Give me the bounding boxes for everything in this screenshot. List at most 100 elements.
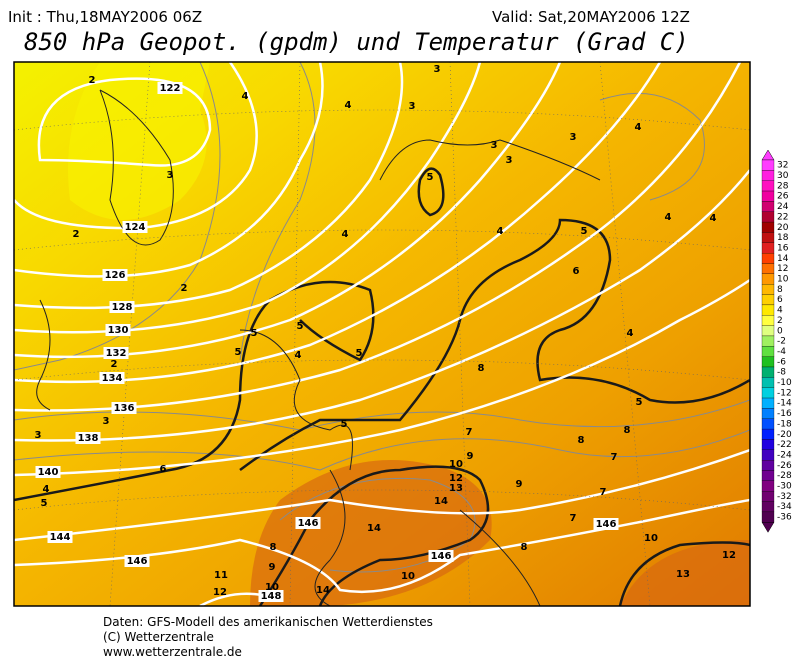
- contour-label: 3: [570, 132, 577, 143]
- colorbar-label: -36: [777, 513, 792, 523]
- contour-label: 12: [722, 550, 736, 561]
- colorbar-label: -4: [777, 347, 786, 357]
- contour-label: 5: [356, 348, 363, 359]
- contour-label: 3: [167, 170, 174, 181]
- colorbar-swatch: [761, 511, 775, 523]
- colorbar-swatch: [761, 221, 775, 233]
- contour-label: 2: [73, 229, 80, 240]
- contour-label: 126: [105, 270, 126, 281]
- contour-label: 122: [160, 83, 181, 94]
- contour-label: 2: [181, 283, 188, 294]
- contour-label: 9: [269, 562, 276, 573]
- colorbar-swatch: [761, 491, 775, 502]
- contour-label: 3: [35, 430, 42, 441]
- colorbar-label: 12: [777, 264, 788, 274]
- contour-label: 3: [491, 140, 498, 151]
- colorbar-swatch: [761, 418, 775, 430]
- contour-label: 4: [627, 328, 634, 339]
- colorbar-label: -12: [777, 388, 792, 398]
- contour-label: 138: [78, 433, 99, 444]
- colorbar-label: -14: [777, 399, 792, 409]
- contour-label: 140: [38, 467, 59, 478]
- colorbar-label: 28: [777, 181, 789, 191]
- colorbar-label: -32: [777, 492, 792, 502]
- contour-label: 136: [114, 403, 135, 414]
- contour-label: 4: [710, 213, 717, 224]
- colorbar-swatch: [761, 315, 775, 326]
- label-box: [111, 402, 137, 414]
- contour-label: 5: [297, 321, 304, 332]
- contour-label: 12: [213, 587, 227, 598]
- contour-label: 12: [449, 473, 463, 484]
- colorbar-swatch: [761, 346, 775, 357]
- warm-area: [620, 540, 750, 606]
- colorbar-top-arrow: [761, 149, 775, 161]
- colorbar-label: -30: [777, 482, 792, 492]
- contour-label: 7: [466, 427, 473, 438]
- warm-area: [250, 460, 492, 606]
- colorbar-swatch: [761, 211, 775, 223]
- contour-label: 4: [345, 100, 352, 111]
- footer-line: Daten: GFS-Modell des amerikanischen Wet…: [103, 615, 433, 629]
- label-box: [593, 518, 619, 530]
- colorbar: 32302826242220181614121086420-2-4-6-8-10…: [761, 149, 792, 533]
- contour-label: 10: [401, 571, 415, 582]
- map-frame: [13, 61, 751, 607]
- contour-label: 124: [125, 222, 146, 233]
- label-box: [75, 432, 101, 444]
- contour-label: 146: [298, 518, 319, 529]
- colorbar-swatch: [761, 170, 775, 181]
- contour-label: 2: [111, 359, 118, 370]
- colorbar-swatch: [761, 408, 775, 419]
- colorbar-swatch: [761, 428, 775, 440]
- colorbar-swatch: [761, 377, 775, 388]
- map: 1221241261281301321341361381401441461461…: [14, 62, 750, 606]
- colorbar-swatch: [761, 439, 775, 450]
- contour-label: 4: [497, 226, 504, 237]
- label-box: [157, 82, 183, 94]
- colorbar-label: -24: [777, 450, 792, 460]
- colorbar-label: 18: [777, 233, 789, 243]
- colorbar-swatch: [761, 294, 775, 306]
- geopotential-contours: [14, 62, 750, 606]
- contour-label: 128: [112, 302, 133, 313]
- contour-label: 7: [611, 452, 618, 463]
- colorbar-label: 14: [777, 254, 789, 264]
- colorbar-swatch: [761, 459, 775, 471]
- label-box: [109, 301, 135, 313]
- colorbar-label: -18: [777, 419, 792, 429]
- contour-label: 146: [431, 551, 452, 562]
- colorbar-label: 32: [777, 161, 788, 171]
- colorbar-swatch: [761, 159, 775, 171]
- label-box: [428, 550, 454, 562]
- colorbar-label: -34: [777, 502, 792, 512]
- colorbar-swatch: [761, 263, 775, 275]
- contour-label: 4: [242, 91, 249, 102]
- label-box: [99, 372, 125, 384]
- contour-label: 13: [449, 483, 463, 494]
- colorbar-swatch: [761, 387, 775, 399]
- label-box: [258, 590, 284, 602]
- contour-label: 3: [103, 416, 110, 427]
- contour-label: 4: [635, 122, 642, 133]
- contour-label: 144: [50, 532, 71, 543]
- map-title: 850 hPa Geopot. (gpdm) und Temperatur (G…: [24, 28, 689, 56]
- contour-label: 4: [342, 229, 349, 240]
- contour-label: 14: [367, 523, 381, 534]
- contour-label: 9: [467, 451, 474, 462]
- colorbar-swatch: [761, 470, 775, 482]
- label-box: [105, 324, 131, 336]
- colorbar-swatch: [761, 304, 775, 316]
- contour-label: 148: [261, 591, 282, 602]
- contour-label: 6: [573, 266, 580, 277]
- colorbar-label: 30: [777, 171, 789, 181]
- colorbar-swatch: [761, 273, 775, 285]
- colorbar-swatch: [761, 325, 775, 337]
- label-box: [295, 517, 321, 529]
- colorbar-label: 24: [777, 202, 789, 212]
- contour-label: 5: [581, 226, 588, 237]
- contour-label: 11: [214, 570, 228, 581]
- contour-label: 8: [478, 363, 485, 374]
- colorbar-label: 4: [777, 306, 783, 316]
